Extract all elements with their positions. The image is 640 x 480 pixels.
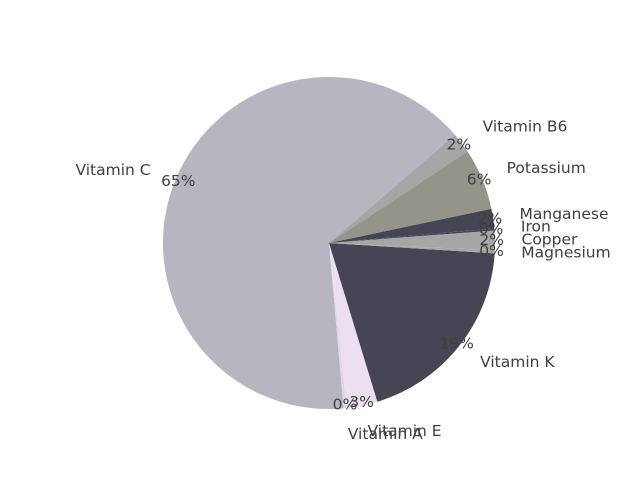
pct-label-iron: 0% (479, 220, 504, 238)
pie-slice-copper (329, 230, 495, 251)
slice-label-potassium: Potassium (507, 159, 586, 177)
pie-slice-iron (329, 228, 495, 243)
slice-label-iron: Iron (521, 218, 551, 236)
pct-label-vitamin-c: 65% (161, 172, 195, 190)
pie-slice-vitamin-e (329, 243, 378, 409)
pct-label-vitamin-a: 0% (333, 395, 358, 413)
pct-label-vitamin-e: 3% (349, 393, 374, 411)
pie-slice-vitamin-b6 (329, 134, 468, 243)
pct-label-vitamin-k: 19% (439, 334, 473, 352)
slice-label-magnesium: Magnesium (521, 244, 610, 262)
slice-label-copper: Copper (522, 230, 579, 248)
slice-label-manganese: Manganese (520, 205, 609, 223)
pie-slice-vitamin-c (162, 76, 455, 409)
pct-label-copper: 2% (479, 231, 504, 249)
labels-layer: 2% Vitamin B6 65% Vitamin C 0% Vitamin A 3% Vit… (75, 117, 610, 443)
pie-slice-potassium (329, 151, 492, 243)
pct-label-potassium: 6% (467, 171, 492, 189)
slice-label-vitamin-b6: Vitamin B6 (483, 117, 568, 135)
slice-label-vitamin-a: Vitamin A (348, 425, 423, 443)
slices-layer (162, 76, 495, 409)
slice-label-vitamin-c: Vitamin C (75, 161, 150, 179)
slice-label-vitamin-e: Vitamin E (368, 422, 442, 440)
pie-slice-magnesium (329, 243, 495, 254)
pct-label-vitamin-b6: 2% (447, 135, 472, 153)
pie-slice-vitamin-a (329, 243, 347, 409)
slice-label-vitamin-k: Vitamin K (480, 353, 555, 371)
pct-label-manganese: 2% (478, 210, 503, 228)
pie-slice-vitamin-k (329, 243, 495, 402)
pct-label-magnesium: 0% (479, 242, 504, 260)
pie-slice-manganese (329, 208, 495, 243)
